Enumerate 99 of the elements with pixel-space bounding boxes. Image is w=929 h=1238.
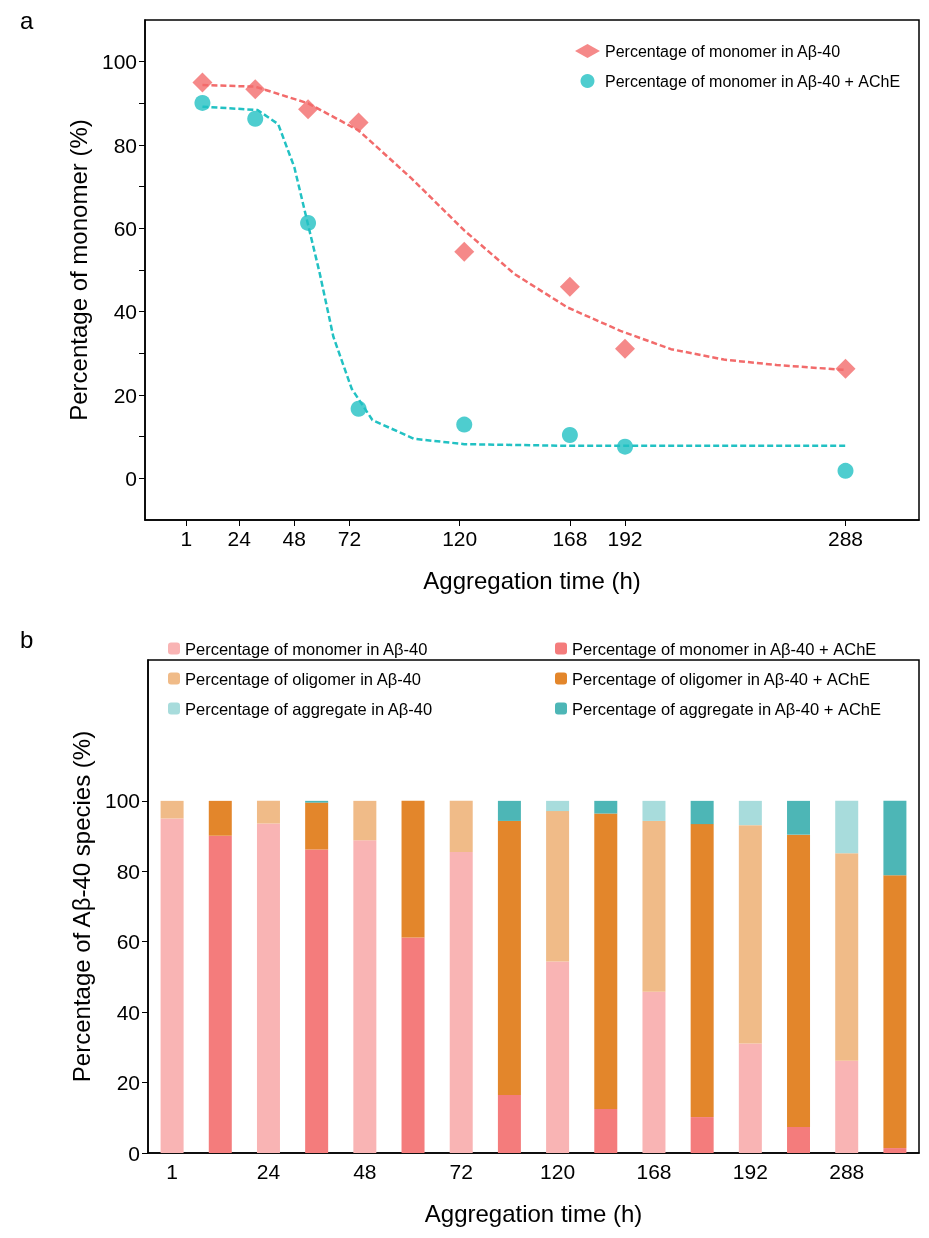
point xyxy=(617,438,634,455)
bar xyxy=(449,800,473,852)
y-tick-label: 0 xyxy=(128,1141,140,1165)
bar xyxy=(305,849,329,1153)
x-tick-label: 120 xyxy=(442,527,478,550)
bar xyxy=(353,800,377,841)
x-tick-label: 168 xyxy=(552,527,588,550)
x-tick-label: 48 xyxy=(353,1160,377,1183)
x-tick-label: 288 xyxy=(827,527,864,550)
point xyxy=(194,94,211,111)
bar xyxy=(642,820,666,992)
bar xyxy=(690,800,714,825)
y-tick-label: 80 xyxy=(113,133,137,157)
y-axis-title: Percentage of Aβ-40 species (%) xyxy=(67,730,95,1083)
point xyxy=(300,214,317,231)
point xyxy=(561,427,578,443)
y-tick-label: 20 xyxy=(113,383,137,407)
bar xyxy=(642,800,666,821)
point xyxy=(835,358,856,379)
point xyxy=(298,99,319,120)
x-tick-label: 1 xyxy=(180,527,193,550)
y-tick-label: 0 xyxy=(125,466,137,490)
bar xyxy=(594,800,618,814)
bar xyxy=(256,800,280,824)
point xyxy=(247,110,264,127)
y-tick-label: 40 xyxy=(116,1000,140,1024)
legend-label: Percentage of monomer in Aβ-40 xyxy=(604,42,841,60)
bar xyxy=(449,851,473,1153)
y-tick-label: 20 xyxy=(116,1071,140,1095)
bar xyxy=(738,800,762,826)
x-tick-label: 1 xyxy=(166,1160,178,1183)
x-tick-label: 72 xyxy=(449,1160,473,1183)
bar xyxy=(787,800,811,835)
bar xyxy=(690,824,714,1118)
x-tick-label: 24 xyxy=(227,527,252,550)
y-tick-label: 60 xyxy=(116,930,140,954)
legend-label: Percentage of monomer in Aβ-40 xyxy=(185,639,428,658)
bar xyxy=(883,1148,907,1153)
point xyxy=(454,241,475,262)
x-tick-label: 288 xyxy=(829,1160,865,1183)
legend-label: Percentage of oligomer in Aβ-40 + AChE xyxy=(572,669,870,688)
legend-label: Percentage of monomer in Aβ-40 + AChE xyxy=(572,639,877,658)
bar xyxy=(787,834,811,1127)
bar xyxy=(546,961,570,1153)
bar xyxy=(642,991,666,1153)
x-tick-label: 24 xyxy=(256,1160,281,1183)
bar xyxy=(208,800,232,836)
point xyxy=(559,276,580,297)
bar xyxy=(738,825,762,1044)
bar xyxy=(546,800,570,812)
x-axis-title: Aggregation time (h) xyxy=(424,1199,643,1227)
bar xyxy=(787,1126,811,1153)
bar xyxy=(305,802,329,850)
y-tick-label: 100 xyxy=(104,789,140,813)
y-tick-label: 40 xyxy=(113,300,137,324)
x-tick-label: 192 xyxy=(732,1160,768,1183)
bar xyxy=(546,811,570,962)
legend-label: Percentage of aggregate in Aβ-40 + AChE xyxy=(572,699,881,718)
y-tick-label: 80 xyxy=(116,859,140,883)
bar xyxy=(208,835,232,1153)
bar xyxy=(160,800,184,819)
x-tick-label: 72 xyxy=(337,527,362,550)
bar xyxy=(835,800,859,854)
bar xyxy=(353,840,377,1153)
y-tick-label: 100 xyxy=(101,50,137,74)
point xyxy=(615,338,636,359)
bar xyxy=(497,1094,521,1153)
point xyxy=(245,79,266,100)
bar xyxy=(160,818,184,1153)
bar xyxy=(738,1043,762,1153)
x-tick-label: 192 xyxy=(607,527,643,550)
text: a xyxy=(20,6,34,34)
legend-label: Percentage of oligomer in Aβ-40 xyxy=(185,669,422,688)
point xyxy=(348,112,369,133)
legend-label: Percentage of monomer in Aβ-40 + AChE xyxy=(604,72,901,90)
bar xyxy=(690,1117,714,1153)
text: b xyxy=(20,625,34,653)
bar xyxy=(401,937,425,1153)
bar xyxy=(497,800,521,821)
bar xyxy=(835,853,859,1061)
point xyxy=(456,416,473,433)
legend-label: Percentage of aggregate in Aβ-40 xyxy=(185,699,433,718)
x-tick-label: 168 xyxy=(636,1160,672,1183)
bar xyxy=(594,813,618,1109)
x-tick-label: 48 xyxy=(282,527,306,550)
y-tick-label: 60 xyxy=(113,216,137,240)
point xyxy=(350,400,367,417)
x-axis-title: Aggregation time (h) xyxy=(423,566,641,594)
bar xyxy=(835,1060,859,1153)
bar xyxy=(497,820,521,1095)
bar xyxy=(883,800,907,876)
bar xyxy=(594,1108,618,1153)
point xyxy=(192,72,213,93)
bar xyxy=(256,823,280,1153)
y-axis-title: Percentage of monomer (%) xyxy=(64,119,92,421)
bar xyxy=(401,800,425,938)
x-tick-label: 120 xyxy=(540,1160,576,1183)
bar xyxy=(883,875,907,1149)
point xyxy=(837,462,854,479)
